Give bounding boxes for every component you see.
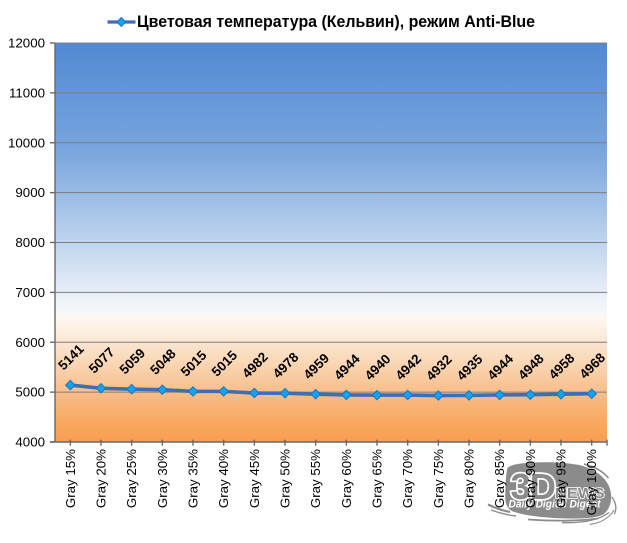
- svg-text:8000: 8000: [15, 235, 45, 250]
- svg-text:4000: 4000: [15, 435, 45, 450]
- svg-text:Gray 65%: Gray 65%: [370, 449, 385, 508]
- svg-text:Gray 30%: Gray 30%: [155, 449, 170, 508]
- svg-text:5000: 5000: [15, 385, 45, 400]
- svg-text:Gray 35%: Gray 35%: [186, 449, 201, 508]
- svg-text:Gray 75%: Gray 75%: [431, 449, 446, 508]
- svg-text:Gray 45%: Gray 45%: [247, 449, 262, 508]
- svg-text:NEWS: NEWS: [555, 485, 605, 502]
- svg-text:7000: 7000: [15, 285, 45, 300]
- svg-text:10000: 10000: [8, 135, 45, 150]
- svg-text:Gray 40%: Gray 40%: [216, 449, 231, 508]
- svg-text:Gray 85%: Gray 85%: [492, 449, 507, 508]
- svg-text:Gray 100%: Gray 100%: [584, 449, 599, 516]
- svg-text:Gray 60%: Gray 60%: [339, 449, 354, 508]
- svg-text:Gray 55%: Gray 55%: [308, 449, 323, 508]
- svg-text:11000: 11000: [9, 85, 45, 100]
- svg-text:Gray 95%: Gray 95%: [554, 449, 569, 508]
- svg-text:Gray 80%: Gray 80%: [462, 449, 477, 508]
- svg-text:Gray 90%: Gray 90%: [523, 449, 538, 508]
- svg-text:Gray 50%: Gray 50%: [278, 449, 293, 508]
- svg-text:Gray 70%: Gray 70%: [400, 449, 415, 508]
- svg-text:6000: 6000: [15, 335, 45, 350]
- svg-text:9000: 9000: [15, 185, 45, 200]
- svg-text:3D: 3D: [511, 466, 555, 507]
- svg-text:Gray 20%: Gray 20%: [94, 449, 109, 508]
- svg-text:Gray 15%: Gray 15%: [63, 449, 78, 508]
- svg-text:Gray 25%: Gray 25%: [124, 449, 139, 508]
- svg-text:Цветовая температура (Кельвин): Цветовая температура (Кельвин), режим An…: [137, 13, 535, 31]
- svg-text:12000: 12000: [8, 36, 45, 51]
- svg-text:Daily Digital Digest: Daily Digital Digest: [509, 499, 601, 511]
